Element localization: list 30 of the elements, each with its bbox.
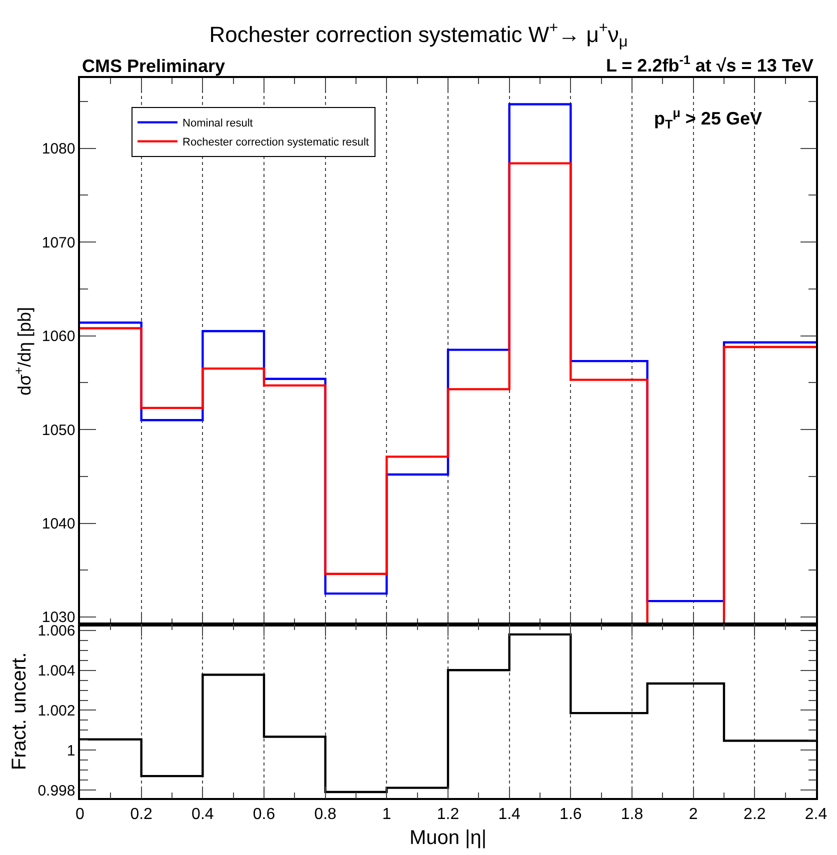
- x-tick-label: 0.8: [314, 806, 337, 823]
- y-tick-label: 1060: [42, 328, 76, 346]
- x-tick-label: 0.4: [192, 806, 214, 823]
- x-tick-label: 1.4: [498, 806, 521, 823]
- y-tick-label: 1040: [42, 516, 76, 532]
- text: CMS Preliminary: [82, 56, 226, 76]
- legend-label: Nominal result: [182, 118, 253, 130]
- x-axis-title: Muon |η|: [409, 826, 487, 849]
- x-tick-label: 1.2: [436, 806, 460, 823]
- x-tick-label: 2.2: [744, 806, 766, 823]
- x-tick-label: 0.6: [252, 806, 276, 823]
- x-tick-label: 2.4: [804, 806, 828, 823]
- y-tick-label: 1080: [42, 140, 76, 158]
- x-tick-label: 1.8: [620, 806, 644, 823]
- y-tick-label: 1: [66, 742, 76, 760]
- y-tick-label: 1050: [42, 422, 76, 439]
- y-axis-title: Fract. uncert.: [8, 652, 31, 770]
- x-tick-label: 2: [688, 806, 698, 823]
- x-tick-label: 1.6: [560, 806, 582, 823]
- x-tick-label: 1: [382, 806, 392, 823]
- x-tick-label: 0: [76, 806, 85, 823]
- y-tick-label: 1070: [42, 234, 76, 252]
- text: L = 2.2fb$^{-1}$ at √s = 13 TeV: [606, 53, 814, 76]
- y-tick-label: 1.004: [38, 662, 76, 680]
- x-tick-label: 0.2: [130, 806, 153, 823]
- y-tick-label: 1.002: [38, 702, 76, 720]
- y-tick-label: 0.998: [38, 782, 76, 800]
- chart-title: Rochester correction systematic W$^{+}$→ μ$^{+}$ν$_{μ}$: [209, 20, 628, 51]
- legend-label: Rochester correction systematic result: [182, 136, 369, 149]
- annotation: p$_{T}$$^{μ}$ > 25 GeV: [654, 106, 762, 132]
